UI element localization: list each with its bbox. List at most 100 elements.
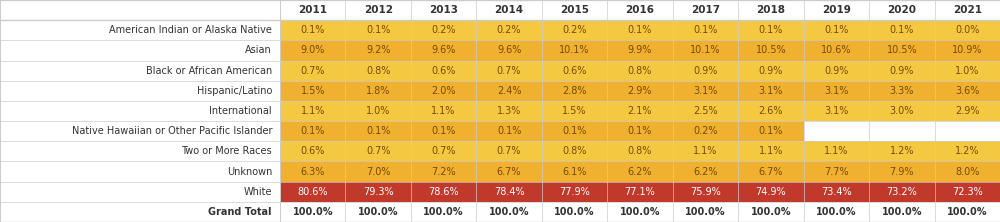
Text: 2013: 2013: [429, 5, 458, 15]
Bar: [935, 61, 1000, 81]
Text: Grand Total: Grand Total: [208, 207, 272, 217]
Text: 3.0%: 3.0%: [890, 106, 914, 116]
Bar: [280, 121, 345, 141]
Bar: [804, 141, 869, 161]
Bar: [935, 20, 1000, 40]
Bar: [476, 20, 542, 40]
Bar: [607, 141, 673, 161]
Text: 77.1%: 77.1%: [625, 187, 655, 197]
Bar: [542, 101, 607, 121]
Bar: [0, 182, 280, 202]
Text: 100.0%: 100.0%: [751, 207, 791, 217]
Bar: [673, 121, 738, 141]
Text: 2014: 2014: [495, 5, 524, 15]
Bar: [0, 141, 280, 161]
Bar: [476, 61, 542, 81]
Bar: [345, 40, 411, 61]
Bar: [607, 101, 673, 121]
Bar: [935, 121, 1000, 141]
Text: 6.7%: 6.7%: [497, 166, 521, 176]
Text: 1.1%: 1.1%: [693, 146, 718, 156]
Bar: [738, 20, 804, 40]
Bar: [542, 121, 607, 141]
Bar: [411, 40, 476, 61]
Bar: [935, 202, 1000, 222]
Bar: [0, 0, 1000, 20]
Text: 0.7%: 0.7%: [497, 66, 521, 76]
Text: 2015: 2015: [560, 5, 589, 15]
Text: Asian: Asian: [245, 46, 272, 56]
Text: 100.0%: 100.0%: [816, 207, 857, 217]
Bar: [280, 202, 345, 222]
Bar: [738, 61, 804, 81]
Bar: [542, 61, 607, 81]
Text: 73.2%: 73.2%: [886, 187, 917, 197]
Bar: [738, 40, 804, 61]
Text: 100.0%: 100.0%: [292, 207, 333, 217]
Text: 7.7%: 7.7%: [824, 166, 849, 176]
Bar: [935, 161, 1000, 182]
Text: 0.9%: 0.9%: [693, 66, 718, 76]
Text: 9.2%: 9.2%: [366, 46, 390, 56]
Text: 10.9%: 10.9%: [952, 46, 983, 56]
Text: 10.1%: 10.1%: [690, 46, 721, 56]
Text: 10.1%: 10.1%: [559, 46, 590, 56]
Text: 7.2%: 7.2%: [431, 166, 456, 176]
Text: 0.6%: 0.6%: [301, 146, 325, 156]
Bar: [607, 20, 673, 40]
Text: 1.5%: 1.5%: [562, 106, 587, 116]
Text: 6.2%: 6.2%: [693, 166, 718, 176]
Bar: [476, 81, 542, 101]
Bar: [869, 121, 935, 141]
Bar: [738, 81, 804, 101]
Text: 0.7%: 0.7%: [431, 146, 456, 156]
Bar: [869, 101, 935, 121]
Bar: [935, 40, 1000, 61]
Bar: [345, 182, 411, 202]
Bar: [673, 40, 738, 61]
Bar: [804, 202, 869, 222]
Text: 1.1%: 1.1%: [759, 146, 783, 156]
Text: 6.3%: 6.3%: [301, 166, 325, 176]
Text: 100.0%: 100.0%: [358, 207, 398, 217]
Bar: [738, 161, 804, 182]
Text: 2011: 2011: [298, 5, 327, 15]
Bar: [607, 202, 673, 222]
Text: 1.0%: 1.0%: [366, 106, 390, 116]
Text: 10.6%: 10.6%: [821, 46, 852, 56]
Text: 2017: 2017: [691, 5, 720, 15]
Text: 100.0%: 100.0%: [554, 207, 595, 217]
Bar: [0, 40, 280, 61]
Text: 0.6%: 0.6%: [431, 66, 456, 76]
Bar: [804, 40, 869, 61]
Text: 10.5%: 10.5%: [756, 46, 786, 56]
Bar: [607, 81, 673, 101]
Bar: [935, 81, 1000, 101]
Text: 0.1%: 0.1%: [562, 126, 587, 136]
Text: 2.9%: 2.9%: [955, 106, 980, 116]
Bar: [345, 101, 411, 121]
Bar: [738, 121, 804, 141]
Text: 9.0%: 9.0%: [301, 46, 325, 56]
Text: 0.1%: 0.1%: [431, 126, 456, 136]
Bar: [0, 121, 280, 141]
Bar: [411, 61, 476, 81]
Text: 0.8%: 0.8%: [628, 146, 652, 156]
Bar: [476, 141, 542, 161]
Text: 73.4%: 73.4%: [821, 187, 852, 197]
Text: 0.1%: 0.1%: [301, 25, 325, 35]
Bar: [542, 161, 607, 182]
Text: 0.2%: 0.2%: [562, 25, 587, 35]
Text: 78.6%: 78.6%: [428, 187, 459, 197]
Text: 0.7%: 0.7%: [497, 146, 521, 156]
Bar: [0, 20, 280, 40]
Text: Two or More Races: Two or More Races: [181, 146, 272, 156]
Text: 0.2%: 0.2%: [497, 25, 521, 35]
Text: 7.0%: 7.0%: [366, 166, 390, 176]
Text: 72.3%: 72.3%: [952, 187, 983, 197]
Text: 1.3%: 1.3%: [497, 106, 521, 116]
Bar: [411, 121, 476, 141]
Bar: [476, 182, 542, 202]
Bar: [411, 20, 476, 40]
Bar: [673, 61, 738, 81]
